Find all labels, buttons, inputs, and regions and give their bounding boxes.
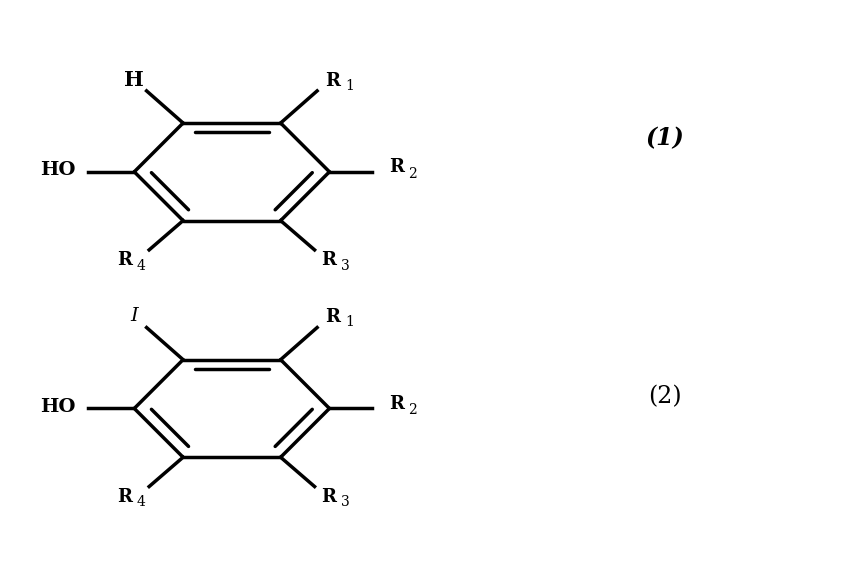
Text: R: R	[321, 251, 336, 269]
Text: R: R	[325, 72, 340, 90]
Text: (1): (1)	[644, 126, 683, 150]
Text: 1: 1	[345, 315, 354, 329]
Text: 2: 2	[408, 403, 416, 417]
Text: R: R	[117, 488, 131, 506]
Text: 1: 1	[345, 79, 354, 93]
Text: 2: 2	[408, 167, 416, 180]
Text: R: R	[388, 395, 403, 413]
Text: (2): (2)	[647, 386, 681, 409]
Text: 4: 4	[136, 496, 145, 509]
Text: R: R	[388, 158, 403, 176]
Text: HO: HO	[40, 398, 76, 416]
Text: H: H	[124, 69, 143, 90]
Text: 4: 4	[136, 259, 145, 273]
Text: I: I	[130, 307, 137, 325]
Text: 3: 3	[340, 496, 349, 509]
Text: R: R	[325, 308, 340, 327]
Text: 3: 3	[340, 259, 349, 273]
Text: HO: HO	[40, 161, 76, 179]
Text: R: R	[117, 251, 131, 269]
Text: R: R	[321, 488, 336, 506]
